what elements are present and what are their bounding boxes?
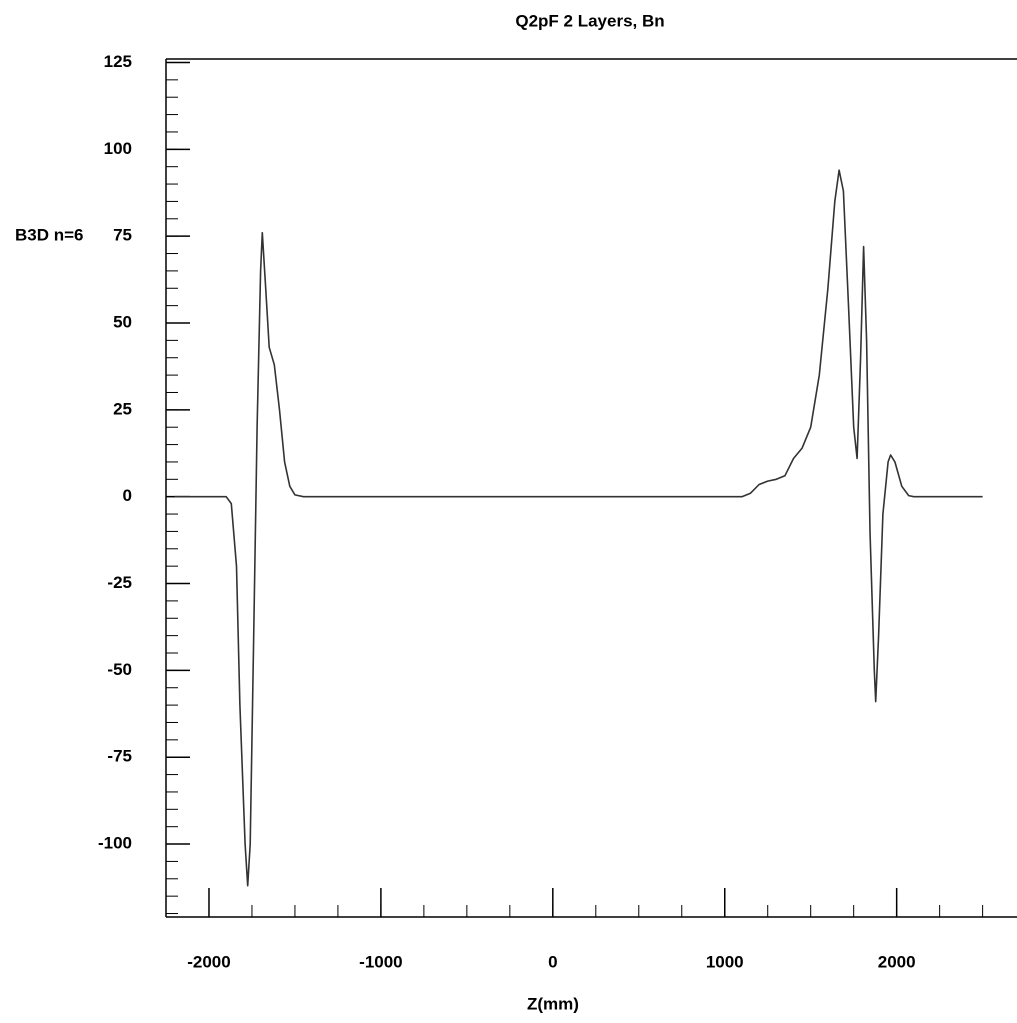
y-tick-label: -75	[107, 747, 132, 766]
y-tick-label: 75	[113, 226, 132, 245]
chart-title: Q2pF 2 Layers, Bn	[515, 11, 664, 30]
y-tick-label: -100	[98, 834, 132, 853]
y-tick-label: 50	[113, 312, 132, 331]
x-tick-label: 1000	[706, 952, 744, 971]
data-line	[174, 169, 983, 887]
y-tick-label: -25	[107, 573, 132, 592]
y-tick-label: 125	[104, 52, 132, 71]
x-tick-label: -1000	[359, 952, 402, 971]
x-tick-label: 0	[548, 952, 557, 971]
x-tick-label: -2000	[187, 952, 230, 971]
x-tick-label: 2000	[878, 952, 916, 971]
y-tick-label: 100	[104, 139, 132, 158]
y-tick-label: -50	[107, 660, 132, 679]
y-tick-label: 0	[123, 486, 132, 505]
x-axis-label: Z(mm)	[527, 994, 579, 1013]
y-tick-label: 25	[113, 399, 132, 418]
y-axis-label: B3D n=6	[15, 225, 84, 244]
